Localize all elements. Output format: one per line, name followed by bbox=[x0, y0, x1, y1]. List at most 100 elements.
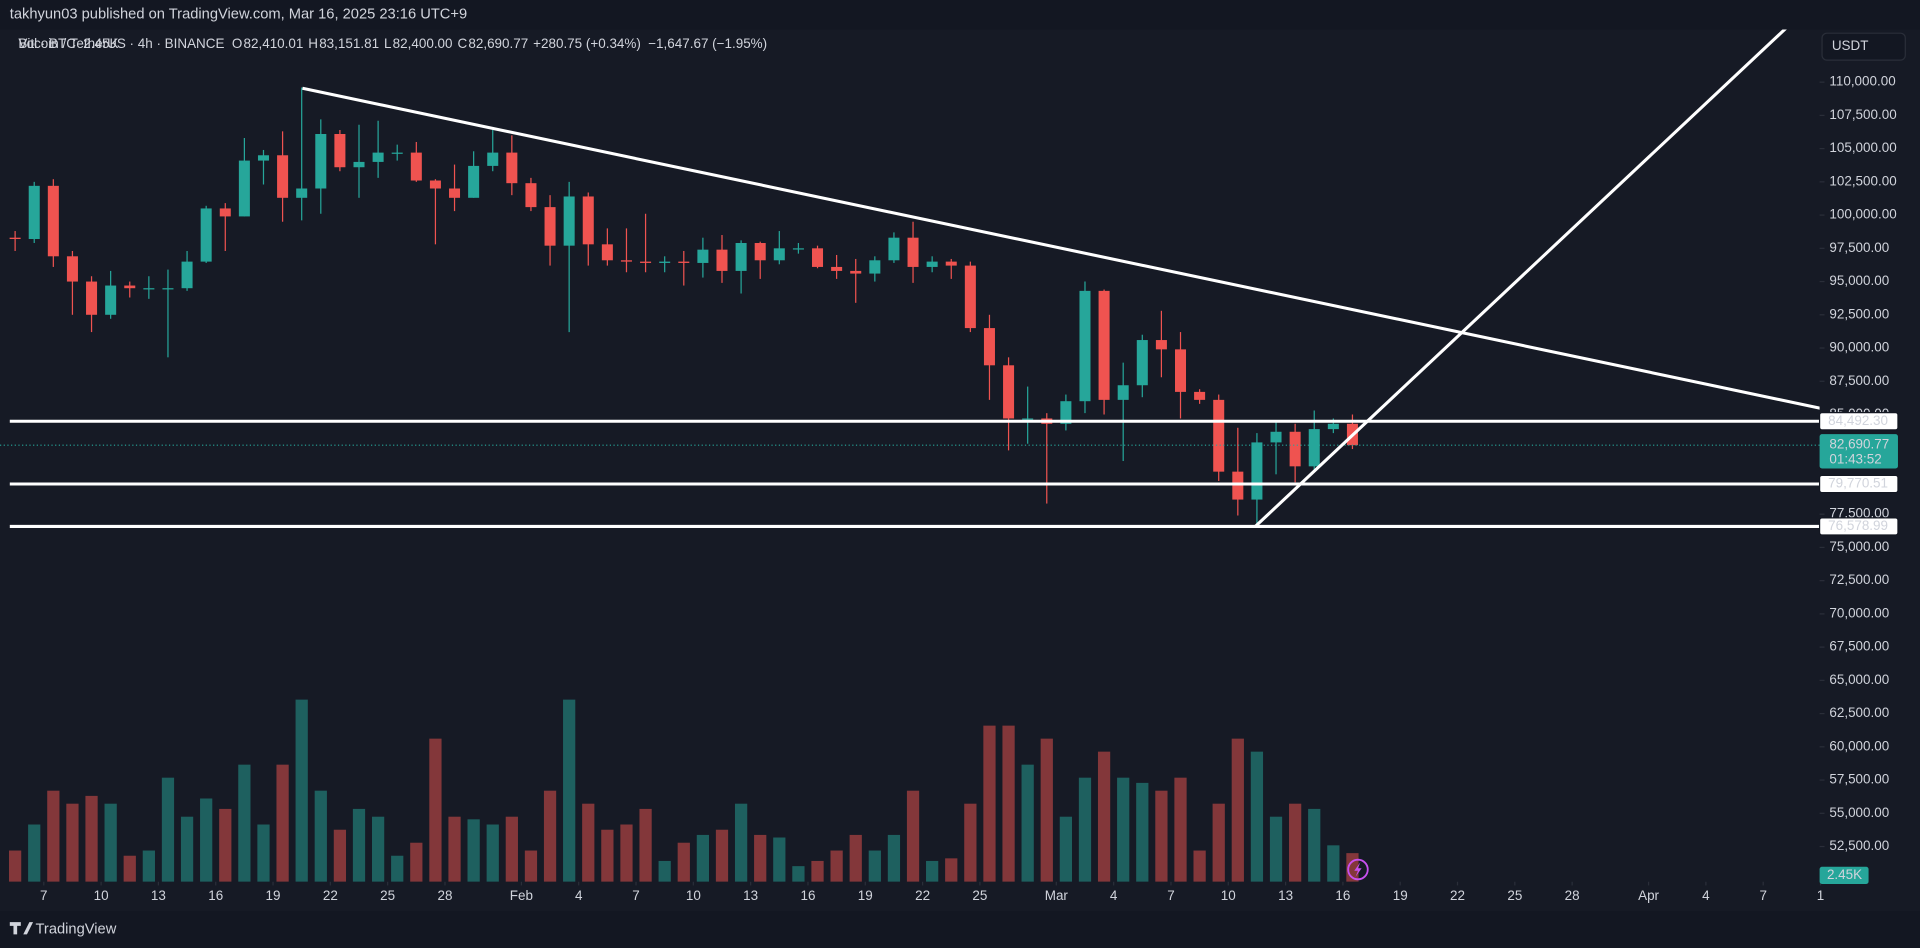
volume-bar bbox=[1289, 803, 1302, 882]
x-tick-label: 25 bbox=[1507, 888, 1522, 903]
x-tick-label: 10 bbox=[686, 888, 701, 903]
candle-body bbox=[792, 248, 804, 250]
volume-bar bbox=[142, 850, 155, 882]
x-tick-label: 22 bbox=[1450, 888, 1465, 903]
x-tick-label: 22 bbox=[323, 888, 338, 903]
candle-body bbox=[200, 208, 212, 262]
candle-body bbox=[716, 249, 728, 271]
alert-icon[interactable] bbox=[1347, 858, 1369, 881]
candle-body bbox=[468, 165, 480, 198]
y-tick-label: 72,500.00 bbox=[1829, 572, 1889, 587]
y-tick-label: 95,000.00 bbox=[1829, 273, 1889, 288]
legend-text: 82,690.77 bbox=[468, 36, 528, 51]
x-tick-label: 25 bbox=[972, 888, 987, 903]
y-tick-label: 110,000.00 bbox=[1829, 74, 1895, 89]
volume-bar bbox=[887, 834, 901, 882]
volume-bar bbox=[792, 866, 805, 882]
level-tag bbox=[1818, 517, 1899, 536]
y-tick-label: 65,000.00 bbox=[1829, 672, 1889, 687]
volume-bar bbox=[639, 808, 652, 882]
x-tick-label: 4 bbox=[1702, 888, 1710, 903]
legend-text: L bbox=[384, 36, 392, 51]
candle-body bbox=[1327, 423, 1339, 430]
candle-body bbox=[1270, 431, 1282, 443]
candle-body bbox=[429, 180, 441, 189]
volume-bar bbox=[849, 834, 862, 882]
candle-body bbox=[410, 152, 422, 181]
current-price: 82,690.77 bbox=[1829, 437, 1889, 452]
candle-body bbox=[238, 160, 250, 217]
volume-bar bbox=[448, 816, 461, 882]
volume-bar bbox=[257, 824, 270, 882]
candle-body bbox=[219, 208, 231, 217]
candle-body bbox=[1251, 442, 1263, 500]
candle-body bbox=[907, 237, 919, 267]
volume-bar bbox=[238, 764, 251, 882]
volume-bar bbox=[66, 803, 79, 882]
legend-text: Bitcoin / TetherUS · 4h · BINANCE bbox=[18, 36, 224, 51]
x-tick-label: 19 bbox=[858, 888, 873, 903]
volume-bar bbox=[1155, 790, 1168, 882]
volume-bar bbox=[964, 803, 977, 882]
legend-text: +280.75 (+0.34%) bbox=[533, 36, 641, 51]
volume-bar bbox=[1078, 777, 1092, 882]
volume-bar bbox=[945, 858, 958, 882]
x-tick-label: 16 bbox=[1335, 888, 1350, 903]
candle-body bbox=[869, 260, 881, 274]
candle-body bbox=[850, 270, 862, 274]
volume-bar bbox=[352, 808, 366, 882]
volume-bar bbox=[524, 850, 538, 882]
y-tick-label: 100,000.00 bbox=[1829, 207, 1896, 222]
volume-bar bbox=[85, 795, 98, 882]
axes: 52,500.00 55,000.00 57,500.00 60,000.00 62,5… bbox=[40, 74, 1899, 903]
candle-body bbox=[9, 237, 21, 240]
volume-tag-label: 2.45K bbox=[1827, 867, 1862, 882]
candle-body bbox=[1060, 401, 1072, 424]
candle-body bbox=[1213, 399, 1225, 472]
volume-bar bbox=[429, 738, 442, 882]
currency-button[interactable] bbox=[1821, 32, 1906, 61]
alert-bolt bbox=[1354, 862, 1362, 877]
candle-body bbox=[1022, 418, 1034, 420]
volume-bar bbox=[1193, 850, 1206, 882]
trend-line bbox=[1254, 29, 1787, 528]
y-tick-label: 75,000.00 bbox=[1829, 539, 1889, 554]
y-tick-label: 97,500.00 bbox=[1829, 240, 1889, 255]
level-tag bbox=[1818, 474, 1899, 494]
y-tick-label: 87,500.00 bbox=[1829, 373, 1889, 388]
candle-body bbox=[124, 285, 136, 289]
candle-body bbox=[773, 248, 785, 261]
x-tick-label: 7 bbox=[632, 888, 639, 903]
candle-body bbox=[334, 133, 346, 168]
volume-bar bbox=[563, 699, 576, 882]
x-tick-label: 25 bbox=[380, 888, 395, 903]
candle-body bbox=[1155, 340, 1167, 350]
x-tick-label: 16 bbox=[800, 888, 815, 903]
legend-text: 83,151.81 bbox=[319, 36, 379, 51]
candle-body bbox=[659, 261, 671, 263]
volume-bar bbox=[830, 850, 843, 882]
candle-body bbox=[353, 161, 365, 168]
x-tick-label: 28 bbox=[1565, 888, 1580, 903]
volume-bar bbox=[543, 790, 557, 882]
candle-body bbox=[812, 248, 824, 267]
y-tick-label: 67,500.00 bbox=[1829, 639, 1889, 654]
candle-body bbox=[544, 207, 556, 246]
x-tick-label: Apr bbox=[1638, 888, 1659, 903]
candle-body bbox=[66, 256, 78, 282]
candle-body bbox=[1117, 385, 1129, 400]
currency[interactable]: USDT bbox=[1832, 38, 1869, 53]
volume-bar bbox=[773, 837, 786, 882]
x-tick-label: 16 bbox=[208, 888, 223, 903]
y-tick-label: 60,000.00 bbox=[1829, 738, 1889, 753]
level-label: 84,492.30 bbox=[1828, 413, 1888, 428]
volume-bar bbox=[333, 829, 347, 882]
brand-name: TradingView bbox=[36, 921, 117, 937]
volume-bar bbox=[486, 824, 499, 882]
x-tick-label: 7 bbox=[1167, 888, 1174, 903]
candle-body bbox=[315, 133, 327, 189]
candle-body bbox=[162, 288, 174, 290]
volume-bar bbox=[467, 819, 480, 882]
x-tick-label: 10 bbox=[1221, 888, 1236, 903]
